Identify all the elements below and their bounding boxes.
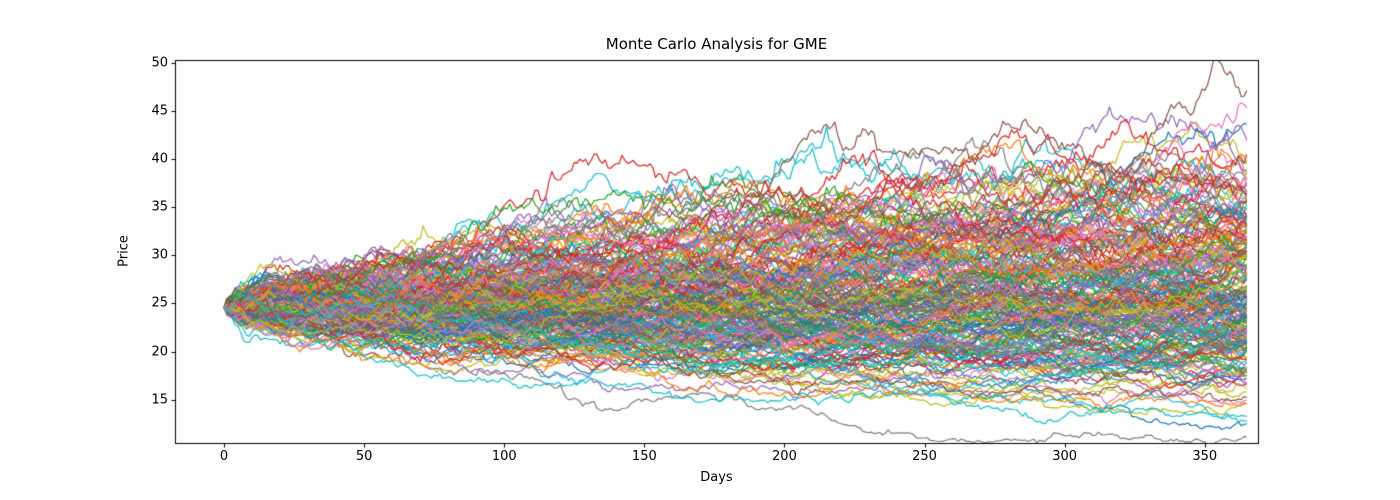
- x-axis-label: Days: [700, 470, 733, 485]
- y-tick-label: 45: [151, 103, 168, 119]
- y-tick-label: 30: [151, 247, 168, 263]
- y-axis-label: Price: [116, 235, 132, 267]
- x-tick-label: 100: [491, 449, 517, 464]
- x-tick-label: 350: [1192, 449, 1218, 464]
- x-tick-label: 200: [772, 449, 797, 464]
- x-tick-label: 150: [631, 449, 657, 464]
- chart-title: Monte Carlo Analysis for GME: [605, 35, 828, 53]
- y-tick-label: 50: [151, 55, 168, 71]
- x-tick-label: 300: [1052, 449, 1078, 464]
- y-tick-label: 20: [151, 344, 168, 360]
- y-tick-label: 35: [151, 199, 168, 215]
- x-tick-label: 250: [912, 449, 937, 464]
- x-tick-label: 50: [355, 449, 373, 464]
- y-tick-label: 25: [151, 295, 168, 311]
- x-tick-label: 0: [219, 449, 229, 464]
- y-tick-label: 40: [151, 151, 168, 167]
- y-tick-label: 15: [151, 392, 168, 408]
